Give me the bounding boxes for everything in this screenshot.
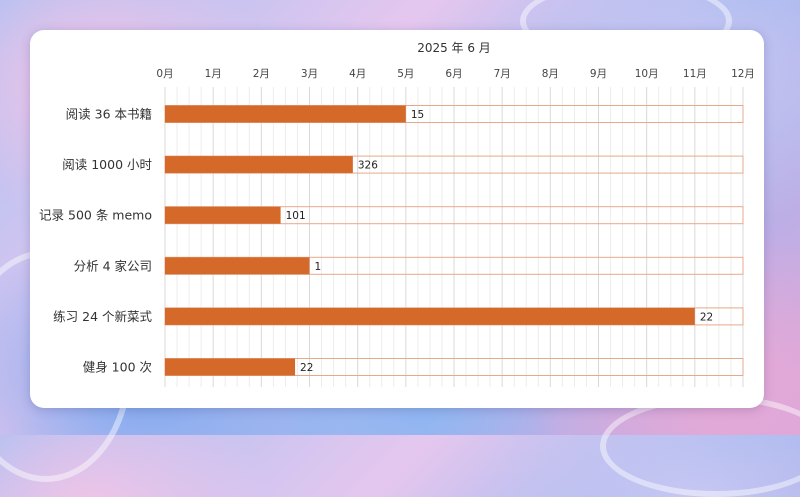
x-tick-label: 2月 bbox=[253, 68, 270, 80]
bar bbox=[165, 257, 310, 275]
x-tick-label: 9月 bbox=[590, 68, 607, 80]
category-label: 练习 24 个新菜式 bbox=[53, 309, 152, 324]
chart-card: 2025 年 6 月 0月 1月 2月 3月 4月 5月 6月 7月 8月 9月 10月 11月 12月阅… bbox=[30, 30, 764, 408]
category-label: 分析 4 家公司 bbox=[74, 258, 152, 273]
category-label: 阅读 36 本书籍 bbox=[66, 107, 152, 122]
x-tick-label: 0月 bbox=[156, 68, 173, 80]
bar bbox=[165, 206, 281, 224]
data-label: 326 bbox=[358, 160, 378, 172]
x-tick-label: 1月 bbox=[205, 68, 222, 80]
x-tick-label: 5月 bbox=[397, 68, 414, 80]
category-label: 阅读 1000 小时 bbox=[62, 157, 152, 172]
x-tick-label: 7月 bbox=[494, 68, 511, 80]
x-tick-label: 3月 bbox=[301, 68, 318, 80]
bar bbox=[165, 156, 353, 174]
data-label: 15 bbox=[411, 109, 424, 121]
data-label: 1 bbox=[315, 261, 322, 273]
data-label: 22 bbox=[300, 362, 313, 374]
x-tick-label: 6月 bbox=[445, 68, 462, 80]
bar bbox=[165, 105, 406, 123]
background-swirl bbox=[600, 395, 800, 497]
x-tick-label: 4月 bbox=[349, 68, 366, 80]
bar bbox=[165, 358, 296, 376]
x-tick-label: 10月 bbox=[635, 68, 659, 80]
data-label: 22 bbox=[700, 311, 713, 323]
x-tick-label: 11月 bbox=[683, 68, 707, 80]
category-label: 健身 100 次 bbox=[83, 360, 152, 375]
category-label: 记录 500 条 memo bbox=[39, 208, 152, 223]
gantt-chart: 2025 年 6 月 0月 1月 2月 3月 4月 5月 6月 7月 8月 9月 10月 11月 12月阅… bbox=[39, 41, 755, 387]
x-tick-label: 8月 bbox=[542, 68, 559, 80]
bar bbox=[165, 307, 695, 325]
x-tick-label: 12月 bbox=[731, 68, 755, 80]
data-label: 101 bbox=[286, 210, 306, 222]
chart-title: 2025 年 6 月 bbox=[417, 41, 491, 55]
